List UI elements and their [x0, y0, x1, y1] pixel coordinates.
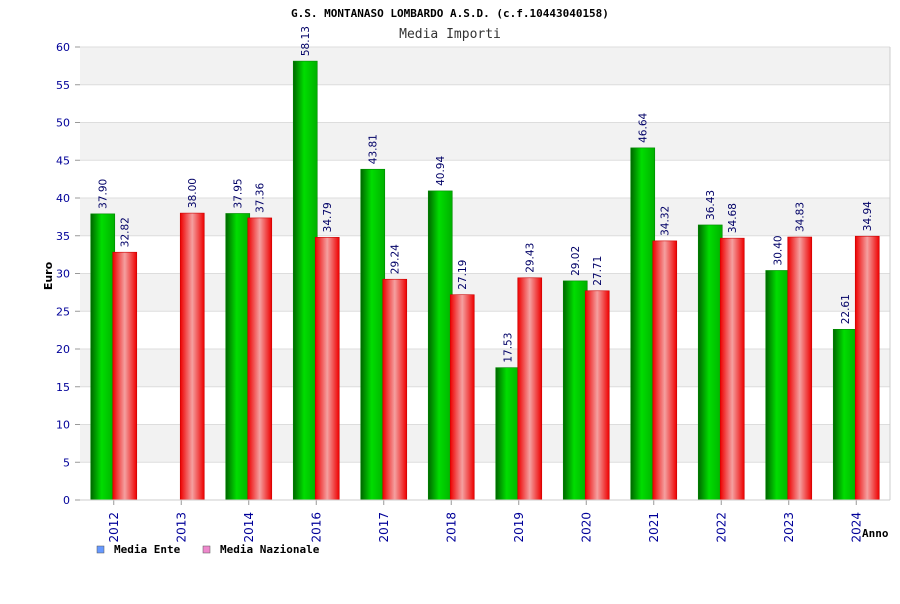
y-tick-label: 45 [56, 154, 70, 167]
value-label: 37.36 [255, 183, 267, 213]
value-label: 29.43 [525, 243, 537, 273]
y-tick-label: 30 [56, 268, 70, 281]
x-tick-label: 2021 [647, 512, 661, 543]
chart-title: G.S. MONTANASO LOMBARDO A.S.D. (c.f.1044… [291, 7, 609, 20]
bars [90, 60, 880, 501]
grid-band [80, 273, 890, 312]
grid-band [80, 160, 890, 198]
x-tick-label: 2013 [174, 512, 188, 543]
bar-media-ente-2014 [225, 213, 251, 501]
bar-media-nazionale-2023 [787, 236, 813, 501]
value-label: 34.83 [795, 202, 807, 232]
chart-subtitle: Media Importi [399, 27, 501, 42]
grid-band [80, 122, 890, 161]
bar-media-nazionale-2022 [719, 237, 745, 501]
grid-band [80, 47, 890, 85]
bar-media-nazionale-2013 [179, 212, 205, 501]
bar-media-nazionale-2017 [382, 278, 408, 501]
bar-media-nazionale-2019 [517, 277, 543, 501]
value-label: 30.40 [773, 235, 785, 265]
value-label: 38.00 [187, 178, 199, 208]
bar-media-nazionale-2014 [247, 217, 273, 501]
value-label: 34.79 [322, 202, 334, 232]
y-axis-ticks: 0 5 10 15 20 25 30 35 40 45 50 55 60 [56, 41, 70, 507]
x-tick-label: 2012 [107, 512, 121, 543]
bar-media-ente-2012 [90, 213, 116, 501]
grid-bands [80, 47, 890, 500]
y-axis-label: Euro [42, 261, 55, 290]
grid-band [80, 424, 890, 463]
y-tick-label: 25 [56, 305, 70, 318]
bar-media-nazionale-2024 [854, 235, 880, 501]
value-label: 27.19 [457, 260, 469, 290]
bar-media-ente-2024 [832, 328, 858, 501]
bar-media-nazionale-2012 [112, 251, 138, 501]
y-tick-label: 60 [56, 41, 70, 54]
x-axis-label: Anno [862, 527, 889, 540]
bar-media-nazionale-2016 [314, 237, 340, 501]
value-label: 46.64 [638, 112, 650, 142]
x-tick-label: 2014 [242, 512, 256, 543]
bar-media-ente-2022 [697, 224, 723, 501]
value-label: 34.32 [660, 206, 672, 236]
y-tick-label: 50 [56, 117, 70, 130]
grid-band [80, 349, 890, 387]
y-tick-label: 0 [63, 494, 70, 507]
bar-media-ente-2019 [495, 367, 521, 501]
value-label: 34.68 [727, 203, 739, 233]
bar-media-nazionale-2020 [584, 290, 610, 501]
value-label: 43.81 [368, 134, 380, 164]
x-tick-label: 2020 [579, 512, 593, 543]
grid-band [80, 84, 890, 123]
y-tick-label: 20 [56, 343, 70, 356]
x-tick-label: 2023 [782, 512, 796, 543]
value-label: 36.43 [705, 190, 717, 220]
y-tick-label: 55 [56, 79, 70, 92]
x-tick-label: 2019 [512, 512, 526, 543]
grid-band [80, 386, 890, 425]
grid-band [80, 462, 890, 500]
y-tick-label: 5 [63, 456, 70, 469]
value-label: 29.02 [570, 246, 582, 276]
bar-media-nazionale-2021 [652, 240, 678, 501]
bar-media-ente-2017 [360, 168, 386, 501]
x-tick-label: 2018 [444, 512, 458, 543]
y-tick-label: 35 [56, 230, 70, 243]
bar-media-ente-2016 [292, 60, 318, 501]
value-label: 40.94 [435, 156, 447, 186]
value-label: 29.24 [390, 244, 402, 274]
value-label: 32.82 [120, 217, 132, 247]
value-label: 37.95 [233, 178, 245, 208]
legend-label-media-nazionale: Media Nazionale [220, 543, 320, 556]
value-label: 58.13 [300, 26, 312, 56]
y-tick-label: 15 [56, 381, 70, 394]
bar-media-ente-2018 [427, 190, 453, 501]
x-tick-label: 2017 [377, 512, 391, 543]
y-tick-label: 40 [56, 192, 70, 205]
y-tick-label: 10 [56, 419, 70, 432]
x-axis-ticks: 2012 2013 2014 2016 2017 2018 2019 2020 2021 2022… [107, 500, 863, 543]
bar-media-ente-2020 [562, 280, 588, 501]
legend-swatch-media-nazionale [202, 545, 211, 554]
bar-media-ente-2021 [630, 147, 656, 501]
grid-band [80, 311, 890, 349]
value-label: 34.94 [862, 201, 874, 231]
value-label: 17.53 [503, 333, 515, 363]
legend-label-media-ente: Media Ente [114, 543, 181, 556]
bar-media-nazionale-2018 [449, 294, 475, 501]
x-tick-label: 2022 [714, 512, 728, 543]
value-label: 22.61 [840, 294, 852, 324]
grid-band [80, 235, 890, 274]
x-tick-label: 2016 [309, 512, 323, 543]
value-labels: 37.90 32.82 38.00 37.95 37.36 58.13 34.79 43.81… [98, 26, 875, 363]
legend: Media Ente Media Nazionale [96, 543, 320, 556]
value-label: 37.90 [98, 179, 110, 209]
grid-band [80, 198, 890, 236]
legend-swatch-media-ente [96, 545, 105, 554]
x-tick-label: 2024 [849, 512, 863, 543]
bar-media-ente-2023 [765, 270, 791, 501]
value-label: 27.71 [592, 256, 604, 286]
